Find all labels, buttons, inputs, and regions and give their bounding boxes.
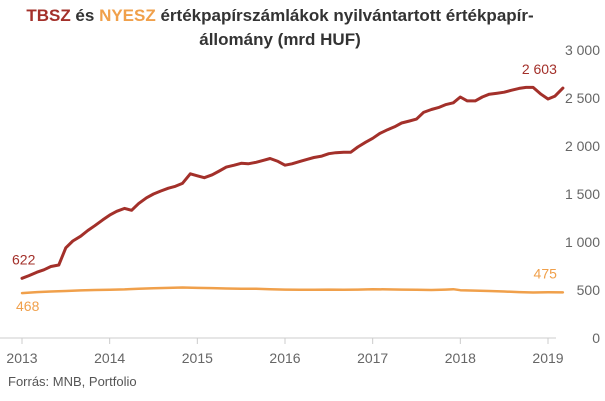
y-tick-label: 2 500 [565,90,600,106]
series-line-nyesz [20,286,565,295]
y-tick-label: 500 [577,282,601,298]
y-tick-label: 0 [592,330,600,346]
x-tick-label: 2018 [445,350,476,366]
data-label-nyesz: 468 [16,298,40,314]
y-axis: 0 500 1 000 1 500 2 000 2 500 3 000 [565,42,600,346]
x-axis: 2013 2014 2015 2016 2017 2018 2019 [6,338,564,366]
title-rest-line1: értékpapírszámlákok nyilvántartott érték… [155,6,534,25]
title-connector: és [70,6,100,25]
x-tick-label: 2019 [532,350,563,366]
series-line-tbsz [20,85,565,280]
x-tick-label: 2017 [357,350,388,366]
title-line2: állomány (mrd HUF) [199,30,361,49]
x-tick-label: 2015 [182,350,213,366]
x-tick-label: 2013 [6,350,37,366]
data-label-tbsz: 2 603 [522,61,557,77]
y-tick-label: 1 500 [565,186,600,202]
data-label-nyesz: 475 [534,265,558,281]
source-note: Forrás: MNB, Portfolio [8,374,137,389]
y-tick-label: 1 000 [565,234,600,250]
y-tick-label: 2 000 [565,138,600,154]
title-nyesz: NYESZ [99,6,156,25]
y-tick-label: 3 000 [565,42,600,58]
x-tick-label: 2014 [94,350,125,366]
chart-title: TBSZ és NYESZ értékpapírszámlákok nyilvá… [0,4,560,52]
title-tbsz: TBSZ [26,6,71,25]
data-label-tbsz: 622 [12,251,36,267]
series-group [20,85,565,295]
x-tick-label: 2016 [269,350,300,366]
data-labels: 622 2 603 468 475 [12,61,557,314]
